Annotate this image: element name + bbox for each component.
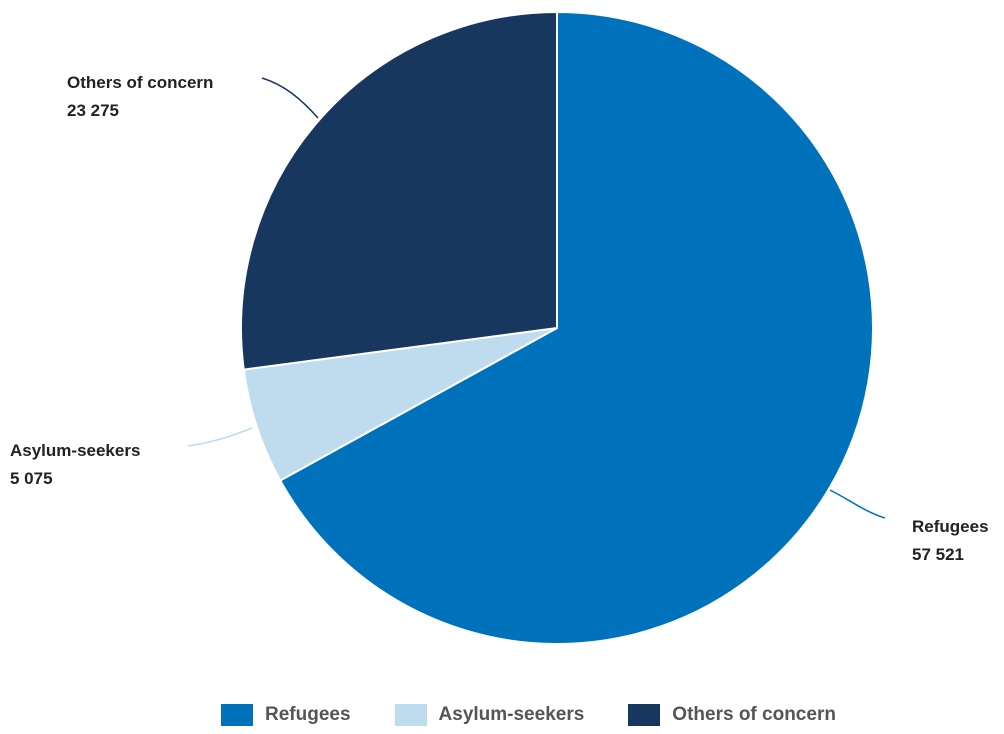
data-label-value-others-of-concern: 23 275 (67, 101, 119, 120)
legend-swatch-refugees (221, 704, 253, 726)
legend-item-refugees: Refugees (221, 704, 351, 726)
pie-slice-refugees (279, 11, 874, 645)
data-label-name-asylum-seekers: Asylum-seekers (10, 441, 140, 460)
leader-line-refugees (829, 489, 886, 519)
leader-line-others-of-concern (261, 77, 319, 119)
legend-swatch-others-of-concern (628, 704, 661, 726)
data-label-value-refugees: 57 521 (912, 545, 964, 564)
data-label-name-refugees: Refugees (912, 517, 989, 536)
data-label-name-others-of-concern: Others of concern (67, 73, 213, 92)
pie-slice-others-of-concern (240, 11, 558, 371)
legend-item-others-of-concern: Others of concern (628, 704, 836, 726)
leader-line-asylum-seekers (187, 427, 253, 447)
legend: Refugees Asylum-seekers Others of concer… (221, 704, 836, 726)
legend-swatch-asylum-seekers (394, 704, 427, 726)
legend-label-asylum-seekers: Asylum-seekers (438, 704, 585, 725)
legend-label-others-of-concern: Others of concern (672, 704, 836, 725)
legend-item-asylum-seekers: Asylum-seekers (394, 704, 585, 726)
data-label-value-asylum-seekers: 5 075 (10, 469, 53, 488)
legend-label-refugees: Refugees (265, 704, 351, 725)
pie-slices (240, 11, 874, 645)
